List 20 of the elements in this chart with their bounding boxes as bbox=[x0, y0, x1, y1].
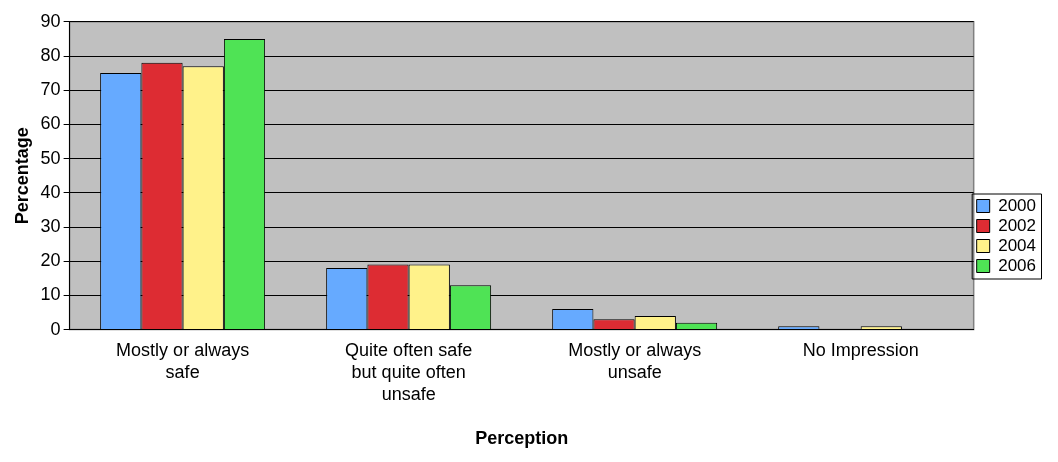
x-tick-label: No Impression bbox=[802, 340, 919, 361]
y-tick-label: 30 bbox=[40, 215, 61, 236]
y-tick-label: 60 bbox=[40, 113, 61, 134]
legend-label: 2000 bbox=[998, 195, 1037, 215]
y-axis-title: Percentage bbox=[11, 127, 32, 225]
y-tick-label: 90 bbox=[40, 10, 61, 31]
y-tick-label: 50 bbox=[40, 147, 61, 168]
y-tick-label: 20 bbox=[40, 250, 61, 271]
x-axis-title: Perception bbox=[475, 428, 569, 449]
y-tick-label: 40 bbox=[40, 181, 61, 202]
legend-label: 2004 bbox=[998, 235, 1037, 255]
y-tick-label: 0 bbox=[50, 318, 61, 339]
legend-label: 2006 bbox=[998, 255, 1037, 275]
legend-label: 2002 bbox=[998, 215, 1037, 235]
y-tick-label: 10 bbox=[40, 284, 61, 305]
y-tick-label: 70 bbox=[40, 79, 61, 100]
x-tick-label: Quite often safe but quite often unsafe bbox=[345, 340, 473, 404]
x-tick-label: Mostly or always unsafe bbox=[568, 340, 702, 382]
y-tick-label: 80 bbox=[40, 44, 61, 65]
x-tick-label: Mostly or always safe bbox=[116, 340, 250, 382]
